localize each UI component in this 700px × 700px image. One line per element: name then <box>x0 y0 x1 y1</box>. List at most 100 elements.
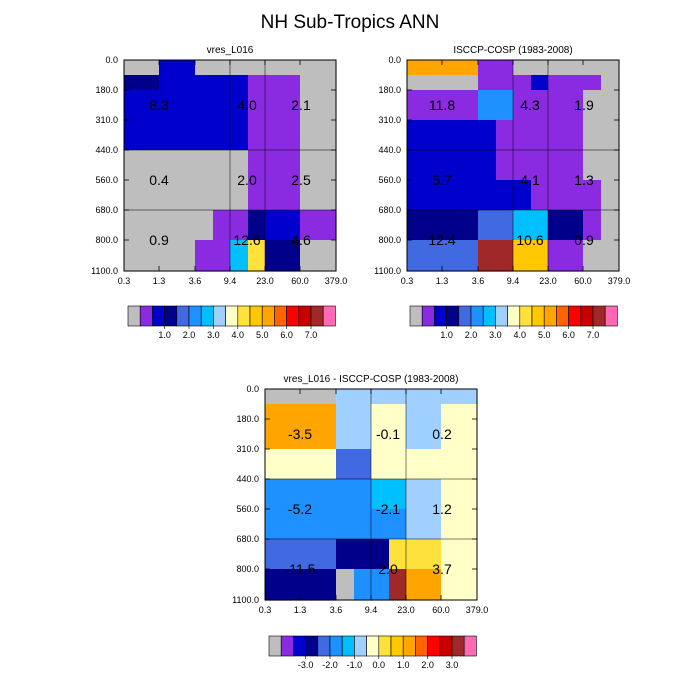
y-tick-label: 560.0 <box>236 504 259 514</box>
x-tick-label: 0.3 <box>118 276 131 286</box>
heatmap-cell <box>496 60 514 76</box>
heatmap-cell <box>159 180 196 211</box>
colorbar-swatch <box>439 635 453 657</box>
colorbar-swatch <box>200 305 214 327</box>
data-label: 12.4 <box>428 232 455 248</box>
colorbar-swatch <box>127 305 141 327</box>
heatmap-cell <box>265 419 301 450</box>
heatmap-cell <box>371 404 390 420</box>
y-tick-label: 800.0 <box>378 235 401 245</box>
colorbar-swatch <box>354 635 367 657</box>
heatmap-cell <box>248 180 266 211</box>
heatmap-cell <box>406 404 442 420</box>
heatmap-cell <box>583 90 602 121</box>
heatmap-cell <box>159 120 196 151</box>
heatmap-cell <box>531 120 549 151</box>
heatmap-cell <box>336 479 355 510</box>
x-tick-label: 0.3 <box>401 276 414 286</box>
heatmap-cell <box>442 240 479 272</box>
heatmap-cell <box>265 90 301 121</box>
heatmap-cell <box>230 90 249 121</box>
heatmap-cell <box>213 120 231 151</box>
heatmap-cell <box>442 120 479 151</box>
colorbar-swatch <box>249 305 263 327</box>
colorbar-label: -1.0 <box>347 660 363 670</box>
heatmap-cell <box>478 60 497 76</box>
heatmap-cell <box>213 180 231 211</box>
heatmap-cell <box>389 419 407 450</box>
heatmap-cell <box>265 539 301 570</box>
colorbar-swatch <box>592 305 606 327</box>
heatmap-cell <box>442 75 479 91</box>
x-tick-label: 379.0 <box>608 276 631 286</box>
panel-title: ISCCP-COSP (1983-2008) <box>453 45 572 56</box>
colorbar-swatch <box>237 305 251 327</box>
heatmap-cell <box>124 210 160 241</box>
heatmap-cell <box>300 419 337 450</box>
heatmap-cell <box>583 75 602 91</box>
colorbar-label: 6.0 <box>280 330 293 340</box>
heatmap-cell <box>300 75 319 91</box>
heatmap-cell <box>159 210 196 241</box>
colorbar-swatch <box>556 305 569 327</box>
heatmap-cell <box>124 60 160 76</box>
heatmap-cell <box>406 389 442 405</box>
heatmap-cell <box>459 419 478 450</box>
panel-title: vres_L016 <box>207 45 254 56</box>
colorbar-swatch <box>604 305 618 327</box>
heatmap-cell <box>248 150 266 181</box>
heatmap-cell <box>265 569 301 601</box>
heatmap-cell <box>265 479 301 510</box>
heatmap-cell <box>124 180 160 211</box>
heatmap-cell <box>354 479 372 510</box>
heatmap-cell <box>354 389 372 405</box>
heatmap-cell <box>441 404 460 420</box>
heatmap-cell <box>336 569 355 601</box>
data-label: 11.8 <box>429 97 455 113</box>
heatmap-cell <box>407 75 443 91</box>
data-label: 2.5 <box>291 172 311 188</box>
x-tick-label: 3.6 <box>472 276 485 286</box>
heatmap-cell <box>336 419 355 450</box>
heatmap-cell <box>513 120 532 151</box>
heatmap-cell <box>195 210 214 241</box>
colorbar-swatch <box>322 305 336 327</box>
heatmap-cell <box>441 389 460 405</box>
heatmap-cell <box>265 389 301 405</box>
heatmap-cell <box>230 120 249 151</box>
x-tick-label: 3.6 <box>330 605 343 615</box>
y-tick-label: 800.0 <box>95 235 118 245</box>
colorbar-swatch <box>261 305 275 327</box>
colorbar-swatch <box>446 305 460 327</box>
heatmap-cell <box>354 569 372 601</box>
heatmap-cell <box>513 150 532 181</box>
heatmap-cell <box>195 120 214 151</box>
colorbar-swatch <box>164 305 178 327</box>
heatmap-cell <box>300 569 337 601</box>
heatmap-cell <box>478 90 497 121</box>
heatmap-cell <box>548 180 584 211</box>
colorbar-swatch <box>317 635 331 657</box>
colorbar-swatch <box>451 635 465 657</box>
colorbar-label: 1.0 <box>397 660 410 670</box>
colorbar-swatch <box>434 305 447 327</box>
data-label: 3.7 <box>432 561 452 577</box>
x-tick-label: 23.0 <box>539 276 557 286</box>
heatmap-cell <box>407 60 443 76</box>
colorbar-label: 6.0 <box>562 330 575 340</box>
heatmap-cell <box>300 479 337 510</box>
colorbar-swatch <box>176 305 190 327</box>
heatmap-cell <box>389 404 407 420</box>
heatmap-cell <box>601 210 620 241</box>
heatmap-cell <box>601 75 620 91</box>
heatmap-cell <box>265 240 301 272</box>
heatmap-cell <box>478 240 497 272</box>
x-tick-label: 9.4 <box>507 276 520 286</box>
heatmap-cell <box>371 479 390 510</box>
heatmap-cell <box>442 210 479 241</box>
colorbar-swatch <box>458 305 472 327</box>
heatmap-cell <box>371 419 390 450</box>
heatmap-cell <box>441 539 460 570</box>
heatmap-cell <box>124 120 160 151</box>
